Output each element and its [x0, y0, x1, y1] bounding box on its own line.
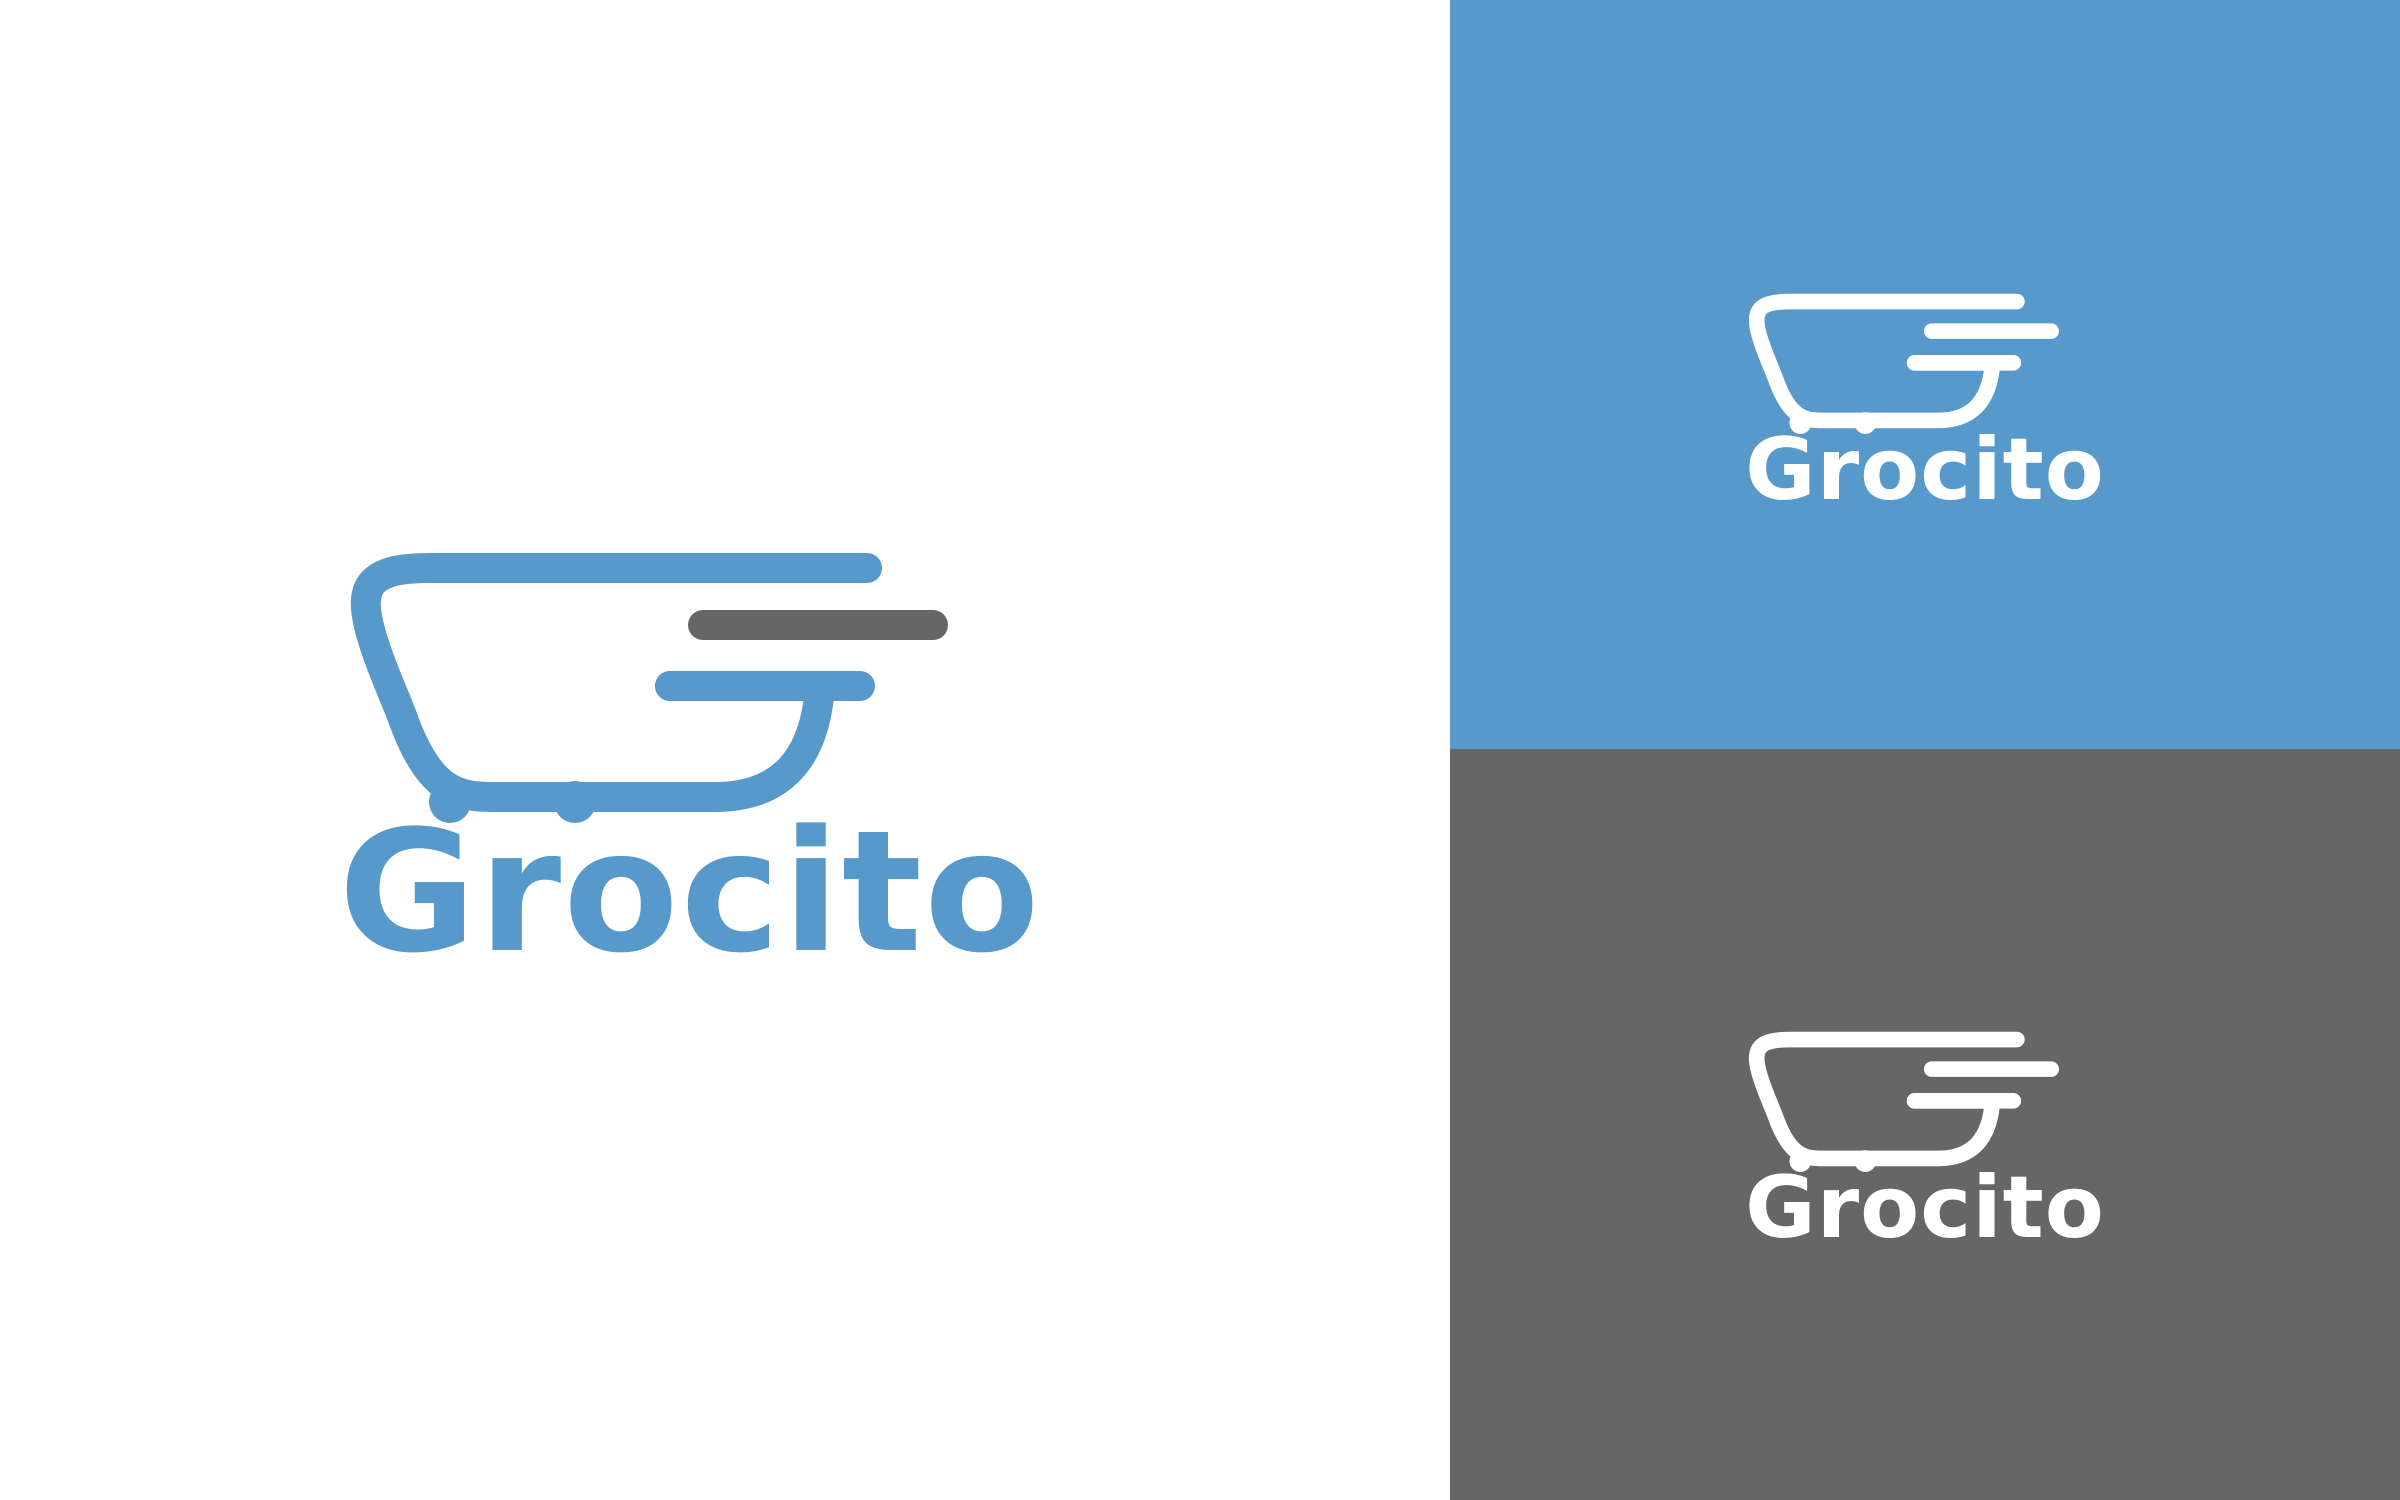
cart-wheel-right: [1854, 1150, 1877, 1172]
cart-body-shape: [1748, 1031, 2025, 1167]
reversed-logo-on-blue: Grocito: [1735, 287, 2115, 519]
primary-logo: Grocito: [330, 540, 1050, 990]
blue-background-panel: Grocito: [1450, 0, 2400, 749]
cart-wheel-right: [1854, 412, 1877, 434]
brand-wordmark: Grocito: [1745, 420, 2105, 520]
cart-body-shape: [350, 553, 882, 812]
shopping-cart-icon: [1748, 1031, 2059, 1172]
reversed-logo-on-gray: Grocito: [1735, 1025, 2115, 1257]
gray-background-panel: Grocito: [1450, 749, 2400, 1500]
cart-wheel-left: [1789, 1150, 1812, 1172]
cart-wheel-right: [554, 781, 596, 823]
cart-body-shape: [1748, 293, 2025, 429]
shopping-cart-icon: [350, 553, 948, 823]
cart-wheel-left: [1789, 412, 1812, 434]
brand-wordmark: Grocito: [338, 794, 1042, 990]
cart-wheel-left: [429, 781, 471, 823]
white-background-panel: Grocito: [330, 540, 1050, 990]
brand-wordmark: Grocito: [1745, 1158, 2105, 1258]
shopping-cart-icon: [1748, 293, 2059, 434]
